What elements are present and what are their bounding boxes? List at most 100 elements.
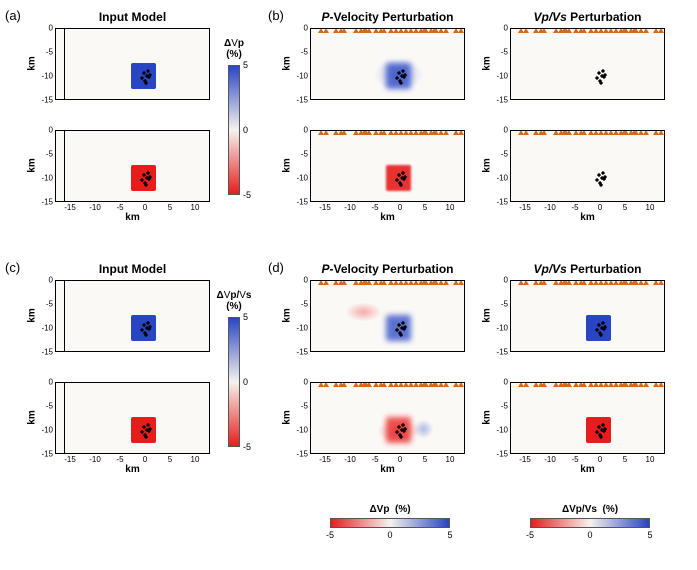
plot-area (55, 382, 210, 454)
station-marker (323, 382, 329, 387)
title-pvel-d: P-Velocity Perturbation (310, 262, 465, 276)
ytick: -15 (41, 450, 55, 459)
station-marker (341, 280, 347, 285)
station-marker (458, 28, 464, 33)
xtick: -15 (319, 454, 331, 464)
station-marker (643, 280, 649, 285)
ylabel: km (482, 56, 493, 70)
ytick: -10 (496, 426, 510, 435)
station-marker (458, 280, 464, 285)
event-marker (603, 174, 607, 178)
ytick: -10 (296, 426, 310, 435)
ytick: -5 (501, 402, 510, 411)
xtick: -15 (64, 202, 76, 212)
event-marker (598, 183, 602, 187)
plot-area (55, 130, 210, 202)
xlabel: km (55, 212, 210, 223)
title-input-a: Input Model (55, 10, 210, 24)
xtick: -5 (571, 202, 578, 212)
anomaly-block (131, 417, 156, 443)
plot-area (310, 382, 465, 454)
station-marker (523, 382, 529, 387)
title-pvel-b: P-Velocity Perturbation (310, 10, 465, 24)
station-marker (443, 28, 449, 33)
plot-area (510, 382, 665, 454)
xtick: 5 (623, 202, 627, 212)
ytick: -10 (496, 72, 510, 81)
station-marker (643, 130, 649, 135)
xtick: 0 (143, 202, 147, 212)
panel-label-d: (d) (268, 260, 284, 275)
plot-area (510, 280, 665, 352)
station-marker (381, 130, 387, 135)
ytick: -10 (41, 324, 55, 333)
ytick: -15 (41, 198, 55, 207)
panel-label-c: (c) (5, 260, 20, 275)
ytick: -15 (496, 450, 510, 459)
ytick: -5 (46, 48, 55, 57)
station-marker (366, 130, 372, 135)
station-marker (658, 382, 664, 387)
ytick: -10 (296, 324, 310, 333)
ytick: -10 (296, 174, 310, 183)
xtick: -15 (519, 202, 531, 212)
plot-panel: 0-5-10-15km (55, 28, 210, 100)
station-marker (658, 130, 664, 135)
ytick: 0 (304, 378, 310, 387)
station-marker (566, 130, 572, 135)
station-marker (581, 280, 587, 285)
station-marker (341, 382, 347, 387)
plot-panel: 0-5-10-15km (55, 280, 210, 352)
station-marker (566, 382, 572, 387)
xtick: -15 (519, 454, 531, 464)
xtick: 10 (191, 202, 200, 212)
event-marker (598, 81, 602, 85)
ytick: -15 (296, 96, 310, 105)
xtick: 10 (646, 454, 655, 464)
event-marker (603, 72, 607, 76)
station-marker (381, 28, 387, 33)
xlabel: km (310, 464, 465, 475)
ytick: -15 (296, 198, 310, 207)
ytick: -10 (41, 174, 55, 183)
xlabel: km (510, 212, 665, 223)
ytick: 0 (504, 24, 510, 33)
xtick: 5 (423, 202, 427, 212)
xtick: 10 (446, 454, 455, 464)
plot-panel: 0-5-10-15km-15-10-50510km (310, 130, 465, 223)
station-marker (341, 130, 347, 135)
ytick: -5 (501, 300, 510, 309)
xlabel: km (55, 464, 210, 475)
ytick: 0 (504, 126, 510, 135)
colorbar-v-top: ΔVp (%) 5 0 -5 (228, 65, 240, 195)
station-marker (658, 280, 664, 285)
anomaly-halo (341, 300, 386, 324)
ytick: 0 (504, 276, 510, 285)
station-marker (323, 130, 329, 135)
panel-label-a: (a) (5, 8, 21, 23)
ylabel: km (282, 410, 293, 424)
station-marker (643, 382, 649, 387)
station-marker (323, 280, 329, 285)
plot-area (55, 28, 210, 100)
plot-area (510, 130, 665, 202)
reference-vline (64, 383, 65, 453)
station-marker (643, 28, 649, 33)
colorbar-label: ΔVp (%) (369, 504, 410, 515)
xtick: 10 (191, 454, 200, 464)
station-marker (458, 382, 464, 387)
ytick: -10 (296, 72, 310, 81)
anomaly-block (131, 63, 156, 89)
plot-panel: 0-5-10-15km (310, 280, 465, 352)
plot-area (55, 280, 210, 352)
xtick: 5 (623, 454, 627, 464)
ytick: 0 (49, 276, 55, 285)
xtick: 5 (168, 454, 172, 464)
ytick: 0 (304, 276, 310, 285)
reference-vline (64, 281, 65, 351)
xlabel: km (310, 212, 465, 223)
station-marker (581, 28, 587, 33)
plot-panel: 0-5-10-15km-15-10-50510km (510, 382, 665, 475)
anomaly-block (386, 63, 411, 89)
plot-panel: 0-5-10-15km-15-10-50510km (55, 382, 210, 475)
